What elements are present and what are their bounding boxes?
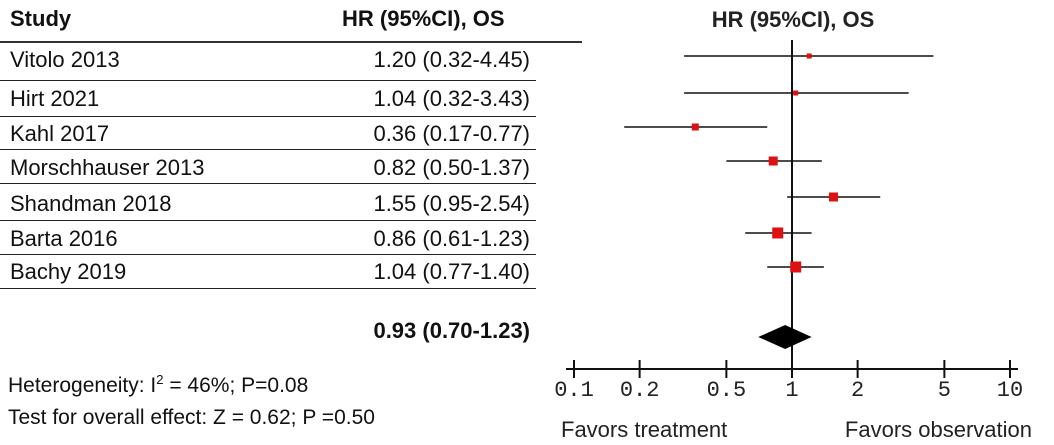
study-marker [790, 261, 802, 273]
row-divider [0, 183, 536, 184]
study-marker [828, 192, 838, 202]
x-tick-label: 2 [851, 378, 864, 403]
x-tick-label: 0.2 [620, 378, 660, 403]
study-hr: 1.20 (0.32-4.45) [373, 47, 530, 72]
study-name: Shandman 2018 [10, 191, 172, 216]
col-header-hr: HR (95%CI), OS [342, 6, 505, 31]
heterogeneity-suffix: = 46%; P=0.08 [163, 374, 309, 397]
heterogeneity-text: Heterogeneity: I2 = 46%; P=0.08 [8, 372, 309, 398]
favors-treatment-label: Favors treatment [561, 417, 727, 442]
col-header-study: Study [10, 6, 72, 31]
x-tick-label: 0.1 [554, 378, 594, 403]
study-marker [793, 90, 799, 96]
favors-observation-label: Favors observation [845, 417, 1032, 442]
study-marker [768, 156, 778, 166]
study-name: Bachy 2019 [10, 259, 127, 284]
plot-title: HR (95%CI), OS [712, 7, 875, 32]
study-hr: 1.04 (0.32-3.43) [373, 86, 530, 111]
study-hr: 0.86 (0.61-1.23) [373, 226, 530, 251]
row-divider [0, 254, 536, 255]
row-divider [0, 288, 536, 289]
row-divider [0, 220, 536, 221]
x-tick-label: 0.5 [707, 378, 747, 403]
study-name: Morschhauser 2013 [10, 155, 205, 180]
heterogeneity-prefix: Heterogeneity: I [8, 374, 157, 397]
row-divider [0, 149, 536, 150]
study-hr: 0.82 (0.50-1.37) [373, 155, 530, 180]
study-hr: 1.55 (0.95-2.54) [373, 191, 530, 216]
study-marker [772, 227, 784, 239]
study-name: Vitolo 2013 [10, 47, 120, 72]
study-name: Hirt 2021 [10, 86, 100, 111]
study-marker [806, 53, 812, 59]
study-hr: 0.36 (0.17-0.77) [373, 121, 530, 146]
pooled-diamond [758, 325, 812, 349]
heterogeneity-superscript: 2 [156, 372, 164, 387]
x-tick-label: 10 [997, 378, 1023, 403]
row-divider [0, 116, 536, 117]
x-tick-label: 1 [785, 378, 798, 403]
study-marker [691, 123, 699, 131]
x-tick-label: 5 [938, 378, 951, 403]
study-hr: 1.04 (0.77-1.40) [373, 259, 530, 284]
row-divider [0, 80, 536, 81]
pooled-hr: 0.93 (0.70-1.23) [373, 318, 530, 343]
header-rule [0, 41, 582, 43]
study-name: Barta 2016 [10, 226, 118, 251]
study-name: Kahl 2017 [10, 121, 110, 146]
overall-effect-text: Test for overall effect: Z = 0.62; P =0.… [8, 406, 375, 429]
